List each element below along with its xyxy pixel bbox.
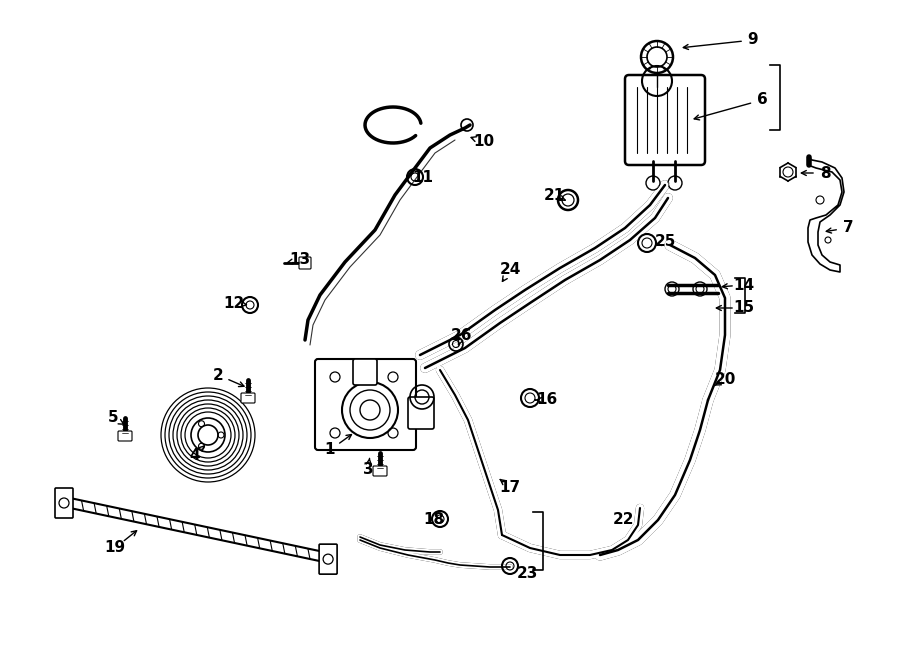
Text: 3: 3 bbox=[363, 463, 374, 477]
Text: 20: 20 bbox=[715, 373, 735, 387]
Text: 19: 19 bbox=[104, 541, 126, 555]
Text: 18: 18 bbox=[423, 512, 445, 527]
Text: 9: 9 bbox=[748, 32, 759, 48]
Text: 23: 23 bbox=[517, 566, 537, 580]
FancyBboxPatch shape bbox=[299, 257, 311, 269]
Text: 5: 5 bbox=[108, 410, 118, 426]
Text: 6: 6 bbox=[757, 93, 768, 108]
Text: 14: 14 bbox=[734, 278, 754, 293]
Text: 22: 22 bbox=[612, 512, 634, 527]
Text: 17: 17 bbox=[500, 479, 520, 494]
Text: 11: 11 bbox=[412, 169, 434, 184]
FancyBboxPatch shape bbox=[55, 488, 73, 518]
Text: 15: 15 bbox=[734, 301, 754, 315]
FancyBboxPatch shape bbox=[625, 75, 705, 165]
Text: 2: 2 bbox=[212, 368, 223, 383]
FancyBboxPatch shape bbox=[408, 397, 434, 429]
FancyBboxPatch shape bbox=[320, 544, 338, 574]
FancyBboxPatch shape bbox=[118, 431, 132, 441]
Text: 7: 7 bbox=[842, 221, 853, 235]
FancyBboxPatch shape bbox=[353, 359, 377, 385]
FancyBboxPatch shape bbox=[373, 466, 387, 476]
FancyBboxPatch shape bbox=[241, 393, 255, 403]
Text: 4: 4 bbox=[190, 447, 201, 463]
Text: 26: 26 bbox=[451, 329, 472, 344]
Text: 1: 1 bbox=[325, 442, 335, 457]
Text: 13: 13 bbox=[290, 253, 310, 268]
Text: 16: 16 bbox=[536, 393, 558, 407]
Text: 8: 8 bbox=[820, 165, 831, 180]
Text: 25: 25 bbox=[654, 235, 676, 249]
FancyBboxPatch shape bbox=[315, 359, 416, 450]
Text: 21: 21 bbox=[544, 188, 564, 202]
Text: 10: 10 bbox=[473, 134, 495, 149]
Text: 12: 12 bbox=[223, 295, 245, 311]
Text: 24: 24 bbox=[500, 262, 521, 278]
